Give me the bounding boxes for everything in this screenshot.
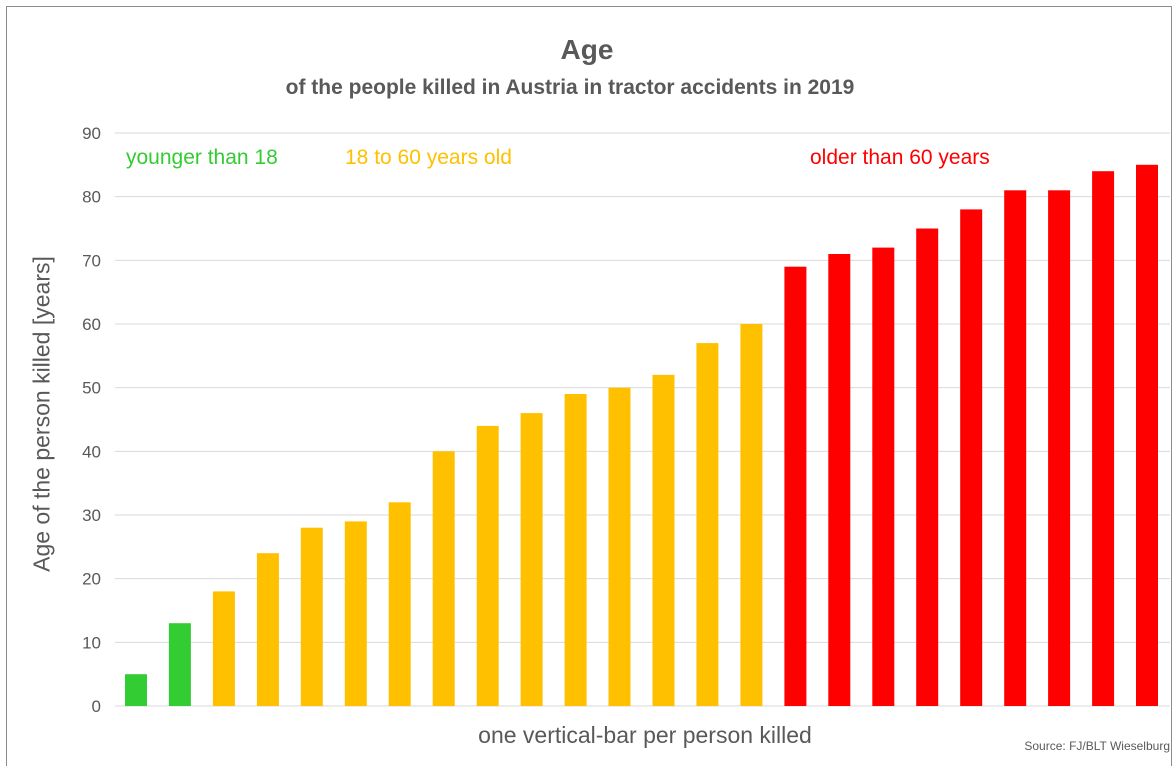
bar <box>828 254 851 706</box>
y-tick-label: 50 <box>82 379 101 398</box>
y-tick-label: 70 <box>82 251 101 270</box>
bar <box>520 413 543 706</box>
bar <box>212 591 235 706</box>
y-tick-label: 10 <box>82 633 101 652</box>
bar <box>476 425 499 706</box>
y-tick-label: 80 <box>82 188 101 207</box>
bar <box>1004 190 1027 707</box>
bar <box>872 247 895 706</box>
group-label-under-18: younger than 18 <box>126 146 278 169</box>
bar <box>784 266 807 706</box>
bar <box>1092 171 1115 706</box>
y-tick-label: 0 <box>92 697 101 716</box>
source-note: Source: FJ/BLT Wieselburg <box>1024 739 1170 753</box>
bar <box>960 209 983 706</box>
bar <box>168 623 191 706</box>
bar <box>388 502 411 706</box>
bar <box>344 521 367 706</box>
x-axis-label: one vertical-bar per person killed <box>478 722 812 748</box>
y-tick-label: 90 <box>82 124 101 143</box>
bar <box>125 674 147 706</box>
chart-title: Age <box>560 34 614 65</box>
y-tick-label: 60 <box>82 315 101 334</box>
y-tick-label: 20 <box>82 570 101 589</box>
bar <box>696 343 719 706</box>
bar <box>256 553 279 706</box>
y-tick-label: 40 <box>82 442 101 461</box>
bar <box>300 527 323 706</box>
bar <box>916 228 939 706</box>
group-label-18-to-60: 18 to 60 years old <box>345 146 512 169</box>
bar <box>652 374 675 706</box>
bar <box>740 324 763 706</box>
y-tick-label: 30 <box>82 506 101 525</box>
chart-subtitle: of the people killed in Austria in tract… <box>285 76 855 99</box>
bar <box>564 394 587 706</box>
bar <box>1136 164 1158 707</box>
group-label-over-60: older than 60 years <box>810 146 990 169</box>
bar <box>432 451 455 706</box>
bar <box>1048 190 1071 707</box>
bar <box>608 387 631 706</box>
